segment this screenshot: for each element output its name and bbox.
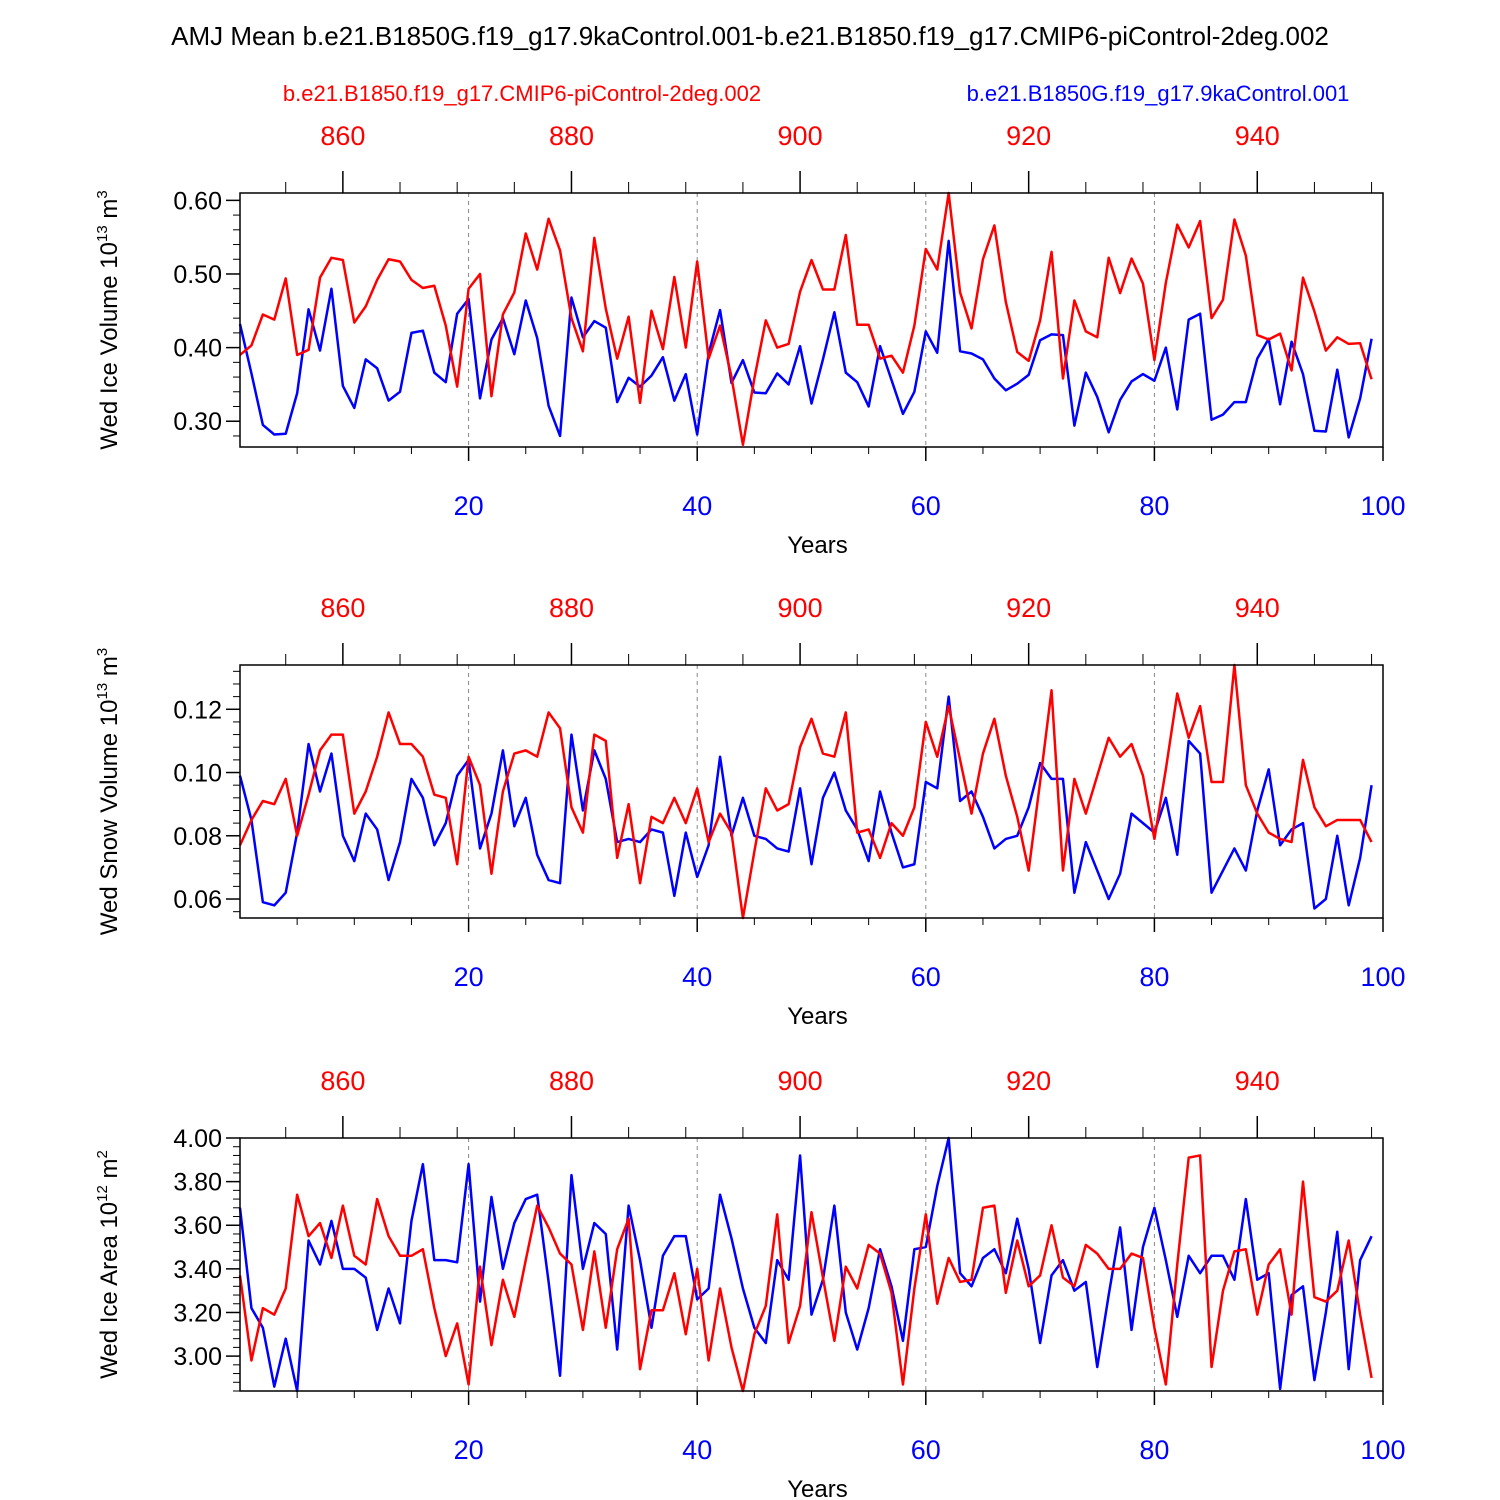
top-tick-label: 860 — [320, 1066, 365, 1096]
y-tick-label: 3.40 — [173, 1256, 222, 1284]
x-tick-label: 20 — [454, 1435, 484, 1465]
x-tick-label: 100 — [1360, 1435, 1405, 1465]
top-tick-label: 860 — [320, 593, 365, 623]
series-line-red — [238, 1154, 1373, 1393]
y-tick-label: 0.60 — [173, 187, 222, 215]
y-tick-label: 0.30 — [173, 408, 222, 436]
y-tick-label: 3.60 — [173, 1212, 222, 1240]
y-label-unit: m — [96, 199, 123, 226]
y-tick-label: 0.06 — [173, 886, 222, 914]
panel-ice-volume: 0.30 0.40 0.50 0.60 20 40 60 80 100 860 880 900 920 9… — [94, 121, 1406, 559]
x-tick-label: 80 — [1139, 962, 1169, 992]
y-label-text: Wed Ice Volume 10 — [96, 242, 123, 450]
y-label-unit: m — [96, 656, 123, 683]
x-tick-label: 40 — [682, 962, 712, 992]
y-tick-label: 4.00 — [173, 1125, 222, 1153]
y-label-exp: 13 — [94, 683, 111, 700]
y-tick-label: 3.00 — [173, 1343, 222, 1371]
panel-snow-volume: 0.06 0.08 0.10 0.12 20 40 60 80 100 860 880 900 920 9… — [94, 593, 1406, 1030]
y-label-text: Wed Ice Area 10 — [96, 1202, 123, 1379]
figure-title: AMJ Mean b.e21.B1850G.f19_g17.9kaControl… — [171, 21, 1329, 51]
x-axis-label: Years — [787, 1476, 848, 1500]
top-tick-label: 880 — [549, 121, 594, 151]
y-axis-label: Wed Ice Volume 1013 m3 — [94, 190, 123, 449]
x-tick-label: 20 — [454, 962, 484, 992]
top-tick-label: 920 — [1006, 1066, 1051, 1096]
x-tick-label: 100 — [1360, 962, 1405, 992]
top-tick-label: 880 — [549, 593, 594, 623]
y-label-unit-exp: 3 — [94, 190, 111, 198]
top-tick-label: 940 — [1235, 593, 1280, 623]
y-label-unit-exp: 3 — [94, 648, 111, 656]
y-label-unit: m — [96, 1158, 123, 1185]
y-axis-label: Wed Ice Area 1012 m2 — [94, 1150, 123, 1379]
panel-ice-area: 3.00 3.20 3.40 3.60 3.80 4.00 20 40 60 80 100 860 88… — [94, 1066, 1406, 1500]
top-tick-label: 940 — [1235, 1066, 1280, 1096]
x-tick-label: 20 — [454, 491, 484, 521]
y-tick-label: 0.10 — [173, 760, 222, 788]
series-line-blue — [238, 695, 1373, 910]
top-tick-label: 900 — [778, 121, 823, 151]
x-tick-label: 100 — [1360, 491, 1405, 521]
y-label-exp: 12 — [94, 1185, 111, 1202]
x-tick-label: 40 — [682, 1435, 712, 1465]
x-tick-label: 40 — [682, 491, 712, 521]
x-tick-label: 60 — [911, 1435, 941, 1465]
y-tick-label: 0.40 — [173, 335, 222, 363]
series-line-red — [239, 191, 1373, 447]
y-label-unit-exp: 2 — [94, 1150, 111, 1158]
top-tick-label: 900 — [778, 593, 823, 623]
y-tick-label: 3.20 — [173, 1299, 222, 1327]
top-tick-label: 900 — [778, 1066, 823, 1096]
x-axis-label: Years — [787, 532, 848, 559]
top-tick-label: 920 — [1006, 121, 1051, 151]
y-axis-label: Wed Snow Volume 1013 m3 — [94, 648, 123, 935]
legend-red-label: b.e21.B1850.f19_g17.CMIP6-piControl-2deg… — [283, 81, 761, 106]
top-tick-label: 940 — [1235, 121, 1280, 151]
x-tick-label: 60 — [911, 491, 941, 521]
y-tick-label: 0.08 — [173, 823, 222, 851]
y-label-text: Wed Snow Volume 10 — [96, 700, 123, 936]
y-tick-label: 0.12 — [173, 696, 222, 724]
y-tick-label: 0.50 — [173, 261, 222, 289]
y-tick-label: 3.80 — [173, 1169, 222, 1197]
x-tick-label: 60 — [911, 962, 941, 992]
top-tick-label: 920 — [1006, 593, 1051, 623]
top-tick-label: 860 — [320, 121, 365, 151]
series-line-blue — [238, 239, 1373, 439]
x-axis-label: Years — [787, 1003, 848, 1030]
y-label-exp: 13 — [94, 225, 111, 242]
series-line-blue — [238, 1136, 1373, 1393]
series-line-red — [238, 663, 1373, 920]
x-tick-label: 80 — [1139, 1435, 1169, 1465]
x-tick-label: 80 — [1139, 491, 1169, 521]
top-tick-label: 880 — [549, 1066, 594, 1096]
legend-blue-label: b.e21.B1850G.f19_g17.9kaControl.001 — [967, 81, 1350, 106]
